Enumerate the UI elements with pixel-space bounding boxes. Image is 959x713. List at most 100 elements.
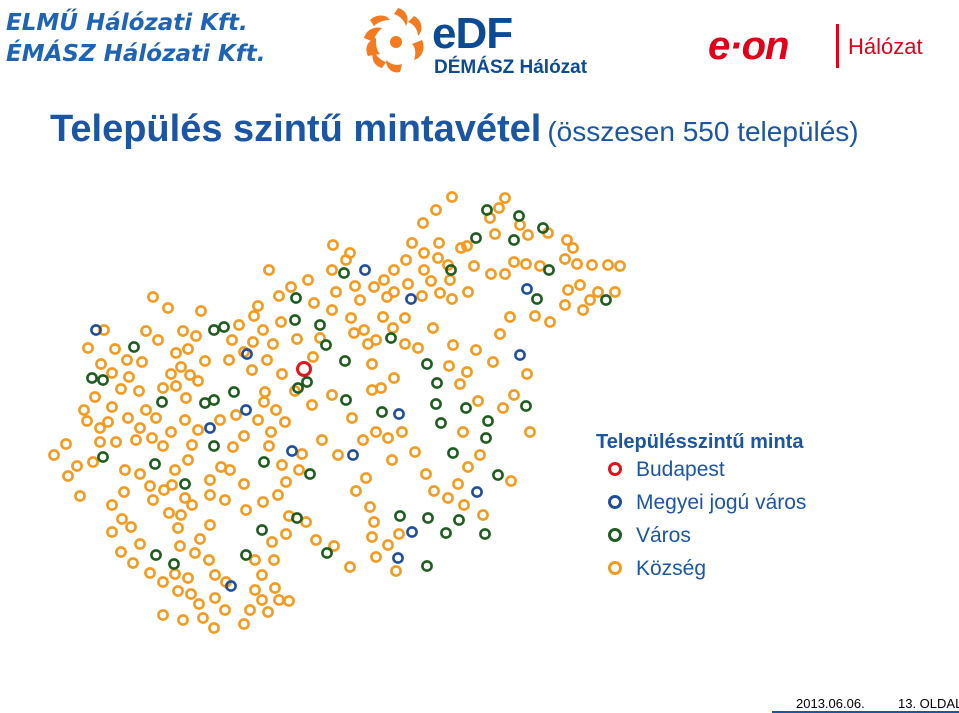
settlement-marker-kozseg: [262, 606, 274, 618]
settlement-marker-kozseg: [179, 492, 191, 504]
settlement-marker-kozseg: [157, 576, 169, 588]
settlement-marker-kozseg: [360, 472, 372, 484]
settlement-marker-kozseg: [272, 489, 284, 501]
settlement-marker-kozseg: [562, 284, 574, 296]
orange-ring-icon: [608, 561, 622, 575]
settlement-marker-kozseg: [399, 312, 411, 324]
settlement-marker-kozseg: [350, 485, 362, 497]
settlement-marker-varos: [479, 528, 491, 540]
settlement-marker-kozseg: [204, 519, 216, 531]
settlement-marker-kozseg: [357, 434, 369, 446]
settlement-marker-varos: [128, 341, 140, 353]
settlement-marker-varos: [301, 376, 313, 388]
settlement-marker-kozseg: [179, 414, 191, 426]
settlement-marker-varos: [97, 374, 109, 386]
settlement-marker-kozseg: [368, 516, 380, 528]
settlement-marker-kozseg: [60, 438, 72, 450]
settlement-marker-kozseg: [316, 434, 328, 446]
settlement-marker-kozseg: [386, 454, 398, 466]
settlement-marker-kozseg: [584, 294, 596, 306]
settlement-marker-varos: [531, 293, 543, 305]
settlement-marker-kozseg: [257, 496, 269, 508]
settlement-marker-kozseg: [192, 375, 204, 387]
settlement-marker-kozseg: [106, 526, 118, 538]
settlement-marker-kozseg: [175, 509, 187, 521]
settlement-marker-kozseg: [106, 401, 118, 413]
settlement-marker-kozseg: [169, 464, 181, 476]
settlement-marker-kozseg: [406, 237, 418, 249]
settlement-marker-kozseg: [462, 461, 474, 473]
settlement-marker-varos: [156, 396, 168, 408]
settlement-marker-kozseg: [170, 380, 182, 392]
settlement-marker-kozseg: [418, 264, 430, 276]
settlement-marker-kozseg: [561, 234, 573, 246]
settlement-marker-kozseg: [452, 478, 464, 490]
settlement-marker-kozseg: [508, 256, 520, 268]
settlement-marker-kozseg: [249, 584, 261, 596]
settlement-marker-varos: [600, 294, 612, 306]
legend-item-varos: Város: [596, 522, 936, 555]
blue-ring-icon: [608, 495, 622, 509]
settlement-marker-kozseg: [115, 383, 127, 395]
settlement-marker-kozseg: [256, 594, 268, 606]
settlement-marker-varos: [492, 469, 504, 481]
settlement-marker-kozseg: [388, 372, 400, 384]
settlement-marker-kozseg: [157, 382, 169, 394]
eon-brand-subtitle: Hálózat: [848, 34, 923, 59]
settlement-marker-kozseg: [259, 386, 271, 398]
settlement-marker-kozseg: [332, 449, 344, 461]
settlement-marker-varos: [421, 560, 433, 572]
settlement-marker-kozseg: [387, 322, 399, 334]
settlement-marker-varos: [208, 324, 220, 336]
settlement-marker-varos: [481, 204, 493, 216]
settlement-marker-kozseg: [261, 354, 273, 366]
settlement-marker-megyei: [90, 324, 102, 336]
settlement-marker-kozseg: [364, 501, 376, 513]
settlement-marker-kozseg: [505, 475, 517, 487]
settlement-marker-kozseg: [461, 240, 473, 252]
settlement-marker-kozseg: [522, 229, 534, 241]
legend-label-budapest: Budapest: [636, 458, 725, 481]
settlement-marker-varos: [290, 292, 302, 304]
settlement-marker-varos: [482, 415, 494, 427]
settlement-marker-kozseg: [346, 412, 358, 424]
settlement-marker-kozseg: [215, 461, 227, 473]
settlement-marker-kozseg: [172, 585, 184, 597]
settlement-marker-megyei: [204, 422, 216, 434]
settlement-marker-kozseg: [269, 582, 281, 594]
settlement-marker-varos: [199, 397, 211, 409]
settlement-marker-varos: [240, 549, 252, 561]
settlement-marker-kozseg: [370, 426, 382, 438]
settlement-marker-varos: [394, 510, 406, 522]
settlement-marker-kozseg: [458, 499, 470, 511]
settlement-marker-kozseg: [184, 369, 196, 381]
settlement-marker-kozseg: [150, 412, 162, 424]
settlement-marker-varos: [520, 400, 532, 412]
settlement-marker-kozseg: [233, 319, 245, 331]
settlement-marker-kozseg: [442, 492, 454, 504]
settlement-marker-kozseg: [529, 310, 541, 322]
settlement-marker-kozseg: [544, 316, 556, 328]
settlement-marker-kozseg: [209, 592, 221, 604]
settlement-marker-varos: [150, 549, 162, 561]
settlement-marker-kozseg: [358, 324, 370, 336]
settlement-marker-kozseg: [602, 259, 614, 271]
eon-divider: [836, 24, 839, 68]
settlement-marker-varos: [218, 321, 230, 333]
settlement-marker-varos: [480, 432, 492, 444]
settlement-marker-kozseg: [157, 440, 169, 452]
settlement-marker-kozseg: [266, 536, 278, 548]
settlement-marker-kozseg: [227, 441, 239, 453]
settlement-marker-varos: [513, 210, 525, 222]
settlement-marker-kozseg: [497, 402, 509, 414]
legend-item-megyei-jogu-varos: Megyei jogú város: [596, 489, 936, 522]
settlement-marker-kozseg: [169, 568, 181, 580]
map-legend: Településszintű minta Budapest Megyei jo…: [596, 428, 936, 588]
settlement-marker-kozseg: [293, 464, 305, 476]
settlement-marker-kozseg: [192, 424, 204, 436]
settlement-marker-megyei: [521, 283, 533, 295]
settlement-marker-varos: [508, 234, 520, 246]
settlement-marker-kozseg: [382, 432, 394, 444]
settlement-marker-varos: [543, 264, 555, 276]
settlement-marker-kozseg: [252, 300, 264, 312]
